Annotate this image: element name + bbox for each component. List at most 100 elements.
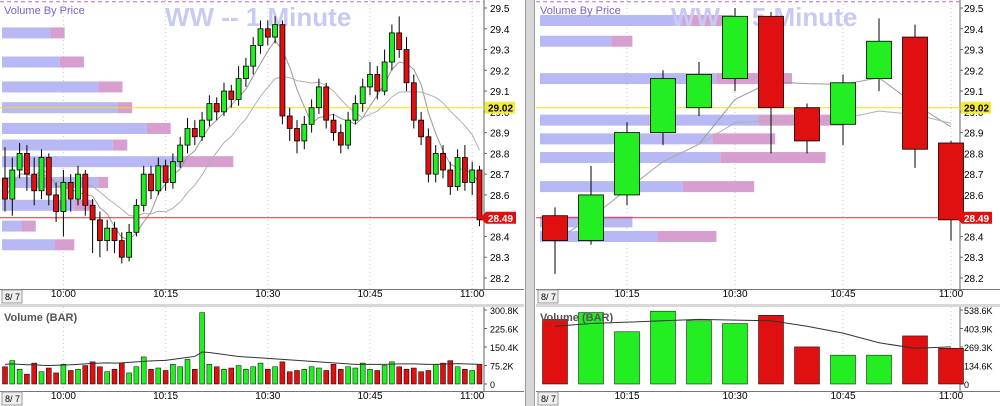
volume-bar-up <box>221 368 227 385</box>
price-tick-label: 28.8 <box>490 149 510 160</box>
volume-bar-down <box>82 365 89 385</box>
volume-bar-down <box>162 370 169 385</box>
volume-bar-down <box>542 319 568 385</box>
candle-up <box>38 157 45 192</box>
candle-up <box>177 144 184 163</box>
volume-bar-up <box>38 371 45 385</box>
ref-price-label: 29.02 <box>964 104 989 115</box>
price-tick-label: 28.7 <box>964 170 984 181</box>
volume-time-tick-label: 10:30 <box>255 391 280 402</box>
chart-panel-1min[interactable]: 10:00 10:15 10:30 10:45 11:00 WW -- 1 Minute V… <box>0 0 524 406</box>
volume-tick-label: 75.2K <box>490 362 514 372</box>
volume-by-price-up-bar <box>540 114 759 126</box>
candle-down <box>45 157 52 196</box>
volume-bar-down <box>192 368 198 385</box>
candle-down <box>938 142 964 221</box>
volume-by-price-down-bar <box>55 239 75 251</box>
volume-average-line <box>4 351 480 367</box>
time-tick-label: 10:00 <box>51 289 76 300</box>
price-tick-label: 29.3 <box>490 46 510 57</box>
candle-down <box>162 165 169 183</box>
volume-by-price-down-bar <box>657 230 717 242</box>
volume-bar-up <box>432 364 439 385</box>
panel-divider[interactable] <box>525 0 535 406</box>
volume-tick-label: 0 <box>964 380 969 390</box>
candle-down <box>902 36 928 150</box>
candle-up <box>469 169 476 183</box>
volume-by-price-up-bar <box>540 35 612 47</box>
candle-down <box>542 215 568 242</box>
volume-by-price-legend: Volume By Price <box>540 5 621 17</box>
volume-bar-down <box>148 368 154 385</box>
candle-down <box>67 182 74 200</box>
volume-by-price-down-bar <box>59 56 84 68</box>
last-price-label: 28.49 <box>488 214 513 225</box>
volume-bar-down <box>286 371 293 385</box>
candle-up <box>866 40 892 80</box>
candle-up <box>199 119 206 138</box>
candle-up <box>272 24 279 38</box>
volume-bar-up <box>235 365 242 385</box>
volume-tick-label: 225.6K <box>490 325 519 335</box>
candle-up <box>367 74 373 88</box>
volume-bar-up <box>345 366 351 385</box>
candle-down <box>396 32 403 50</box>
candle-down <box>2 177 8 200</box>
volume-tick-label: 538.6K <box>964 306 993 316</box>
price-tick-label: 28.4 <box>964 232 984 243</box>
volume-bar-down <box>425 370 432 385</box>
price-tick-label: 29.1 <box>964 87 984 98</box>
pane-separator <box>536 304 1000 307</box>
volume-bar-down <box>440 362 446 385</box>
price-tick-label: 28.8 <box>964 149 984 160</box>
candle-up <box>454 157 461 188</box>
chart-1min[interactable]: 10:00 10:15 10:30 10:45 11:00 WW -- 1 Minute V… <box>0 0 524 406</box>
volume-tick-label: 300.8K <box>490 306 519 316</box>
volume-bar-up <box>301 368 308 385</box>
volume-bar-down <box>476 364 483 385</box>
volume-bar-up <box>104 371 110 385</box>
price-tick-label: 28.3 <box>964 253 984 264</box>
candle-up <box>184 128 191 146</box>
volume-bar-up <box>272 366 278 385</box>
volume-bar-up <box>155 367 162 385</box>
volume-time-tick-label: 10:45 <box>830 391 855 402</box>
volume-bar-down <box>213 366 220 385</box>
candle-up <box>75 173 81 200</box>
volume-by-price-up-bar <box>2 220 22 232</box>
volume-bar-up <box>454 366 461 385</box>
volume-tick-label: 0 <box>490 380 495 390</box>
time-tick-label: 11:00 <box>939 289 964 300</box>
candle-up <box>722 15 748 80</box>
candle-down <box>148 173 154 192</box>
volume-bar-up <box>184 359 191 385</box>
candle-down <box>425 136 432 175</box>
candle-up <box>140 173 147 206</box>
candle-up <box>315 86 322 109</box>
candle-up <box>169 161 176 183</box>
volume-average-line <box>554 318 952 349</box>
candle-up <box>16 152 23 171</box>
candle-up <box>345 119 352 146</box>
date-marker: 8/ 7 <box>5 292 20 302</box>
volume-bar-down <box>228 367 235 385</box>
volume-tick-label: 150.4K <box>490 343 519 353</box>
volume-bar-up <box>206 364 213 385</box>
candle-up <box>104 227 111 242</box>
volume-bar-up <box>359 362 366 385</box>
candle-down <box>410 82 417 121</box>
candle-up <box>250 44 257 67</box>
candle-down <box>286 115 293 129</box>
candle-down <box>97 219 103 242</box>
pane-separator <box>0 304 524 307</box>
candle-down <box>323 86 330 121</box>
volume-pane-title: Volume (BAR) <box>540 312 613 324</box>
volume-by-price-up-bar <box>2 81 99 93</box>
price-tick-label: 28.6 <box>964 191 984 202</box>
volume-date-marker: 8/ 7 <box>541 394 556 404</box>
volume-date-marker-box <box>537 391 559 406</box>
volume-bar-down <box>279 361 286 385</box>
volume-bar-down <box>396 366 402 385</box>
